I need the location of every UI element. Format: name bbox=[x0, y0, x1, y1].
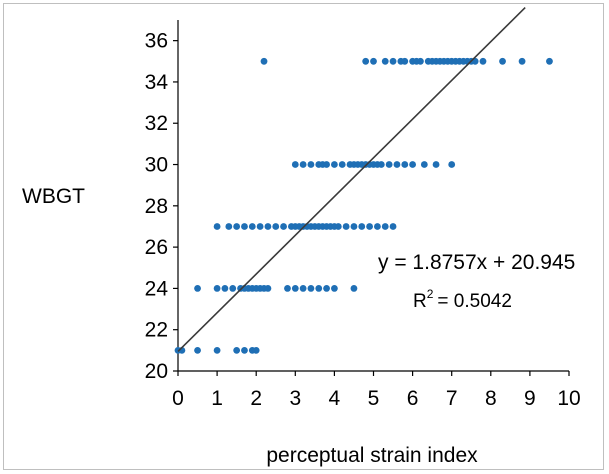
y-tick-label: 26 bbox=[145, 236, 168, 259]
y-tick-label: 30 bbox=[145, 154, 168, 177]
x-tick-label: 8 bbox=[485, 387, 497, 410]
y-tick-label: 22 bbox=[145, 319, 168, 342]
axes bbox=[177, 20, 569, 372]
data-point bbox=[338, 161, 346, 168]
trendline bbox=[177, 7, 526, 353]
data-point bbox=[409, 161, 416, 168]
x-ticks: 0 1 2 3 4 5 6 7 8 9 10 bbox=[172, 371, 581, 410]
data-point bbox=[252, 346, 260, 354]
data-point bbox=[272, 223, 280, 230]
data-point bbox=[291, 285, 299, 292]
x-tick-label: 4 bbox=[329, 387, 341, 410]
data-point bbox=[389, 57, 397, 65]
data-point bbox=[299, 161, 307, 168]
data-point bbox=[546, 57, 553, 65]
r-squared-label: R2 = 0.5042 bbox=[413, 287, 512, 312]
data-point bbox=[377, 161, 385, 168]
data-point bbox=[401, 161, 409, 168]
y-tick-label: 34 bbox=[145, 71, 169, 94]
x-axis-label: perceptual strain index bbox=[266, 444, 478, 467]
data-point bbox=[194, 285, 201, 292]
data-point bbox=[370, 57, 377, 65]
data-point bbox=[432, 161, 440, 168]
data-point bbox=[389, 223, 397, 230]
r-squared-value: = 0.5042 bbox=[437, 291, 512, 312]
x-tick-label: 0 bbox=[172, 387, 184, 410]
y-axis-label: WBGT bbox=[22, 185, 85, 208]
data-point bbox=[518, 57, 526, 65]
data-point bbox=[264, 285, 272, 292]
data-point bbox=[342, 223, 350, 230]
data-point bbox=[393, 161, 401, 168]
data-point bbox=[241, 223, 248, 230]
data-point bbox=[331, 161, 338, 168]
data-point bbox=[323, 285, 330, 292]
x-tick-label: 6 bbox=[407, 387, 419, 410]
data-point bbox=[420, 161, 428, 168]
data-point bbox=[229, 285, 237, 292]
data-point bbox=[264, 223, 272, 230]
data-point bbox=[221, 285, 229, 292]
data-point bbox=[291, 161, 299, 168]
data-point bbox=[260, 57, 268, 65]
data-point bbox=[331, 285, 338, 292]
data-point bbox=[307, 285, 315, 292]
data-point bbox=[280, 223, 287, 230]
data-point bbox=[307, 161, 315, 168]
data-point bbox=[213, 223, 221, 230]
data-point bbox=[381, 57, 389, 65]
data-point bbox=[448, 161, 456, 168]
data-point bbox=[284, 285, 291, 292]
data-point bbox=[194, 346, 201, 354]
data-point bbox=[385, 161, 393, 168]
x-tick-label: 7 bbox=[446, 387, 458, 410]
data-point bbox=[225, 223, 233, 230]
data-point bbox=[241, 346, 248, 354]
data-point bbox=[350, 285, 358, 292]
chart-frame bbox=[3, 3, 604, 470]
data-point bbox=[366, 223, 373, 230]
x-tick-label: 9 bbox=[524, 387, 536, 410]
y-tick-label: 32 bbox=[145, 112, 168, 135]
data-point bbox=[233, 346, 241, 354]
y-tick-label: 20 bbox=[145, 360, 168, 383]
data-point bbox=[248, 223, 256, 230]
data-point bbox=[315, 285, 323, 292]
y-ticks: 20 22 24 26 28 30 32 34 36 bbox=[145, 30, 178, 383]
data-point bbox=[213, 346, 221, 354]
data-point bbox=[499, 57, 506, 65]
y-tick-label: 28 bbox=[145, 195, 168, 218]
data-point bbox=[479, 57, 487, 65]
r-squared-superscript: 2 bbox=[427, 287, 434, 301]
data-point bbox=[299, 285, 307, 292]
data-point bbox=[401, 57, 409, 65]
trendline-equation: y = 1.8757x + 20.945 bbox=[378, 251, 575, 274]
data-point bbox=[417, 57, 424, 65]
x-tick-label: 1 bbox=[211, 387, 223, 410]
x-tick-label: 2 bbox=[250, 387, 262, 410]
r-squared-symbol: R bbox=[413, 291, 427, 312]
data-point bbox=[358, 223, 366, 230]
data-point bbox=[362, 57, 370, 65]
data-point bbox=[350, 223, 358, 230]
x-tick-label: 3 bbox=[289, 387, 301, 410]
x-tick-label: 5 bbox=[368, 387, 380, 410]
data-point bbox=[213, 285, 221, 292]
data-point bbox=[381, 223, 389, 230]
data-point bbox=[256, 223, 264, 230]
data-point bbox=[233, 223, 241, 230]
y-tick-label: 36 bbox=[145, 30, 168, 53]
data-point bbox=[334, 223, 342, 230]
data-point bbox=[374, 223, 381, 230]
x-tick-label: 10 bbox=[557, 387, 580, 410]
data-point bbox=[323, 161, 330, 168]
y-tick-label: 24 bbox=[145, 277, 169, 300]
